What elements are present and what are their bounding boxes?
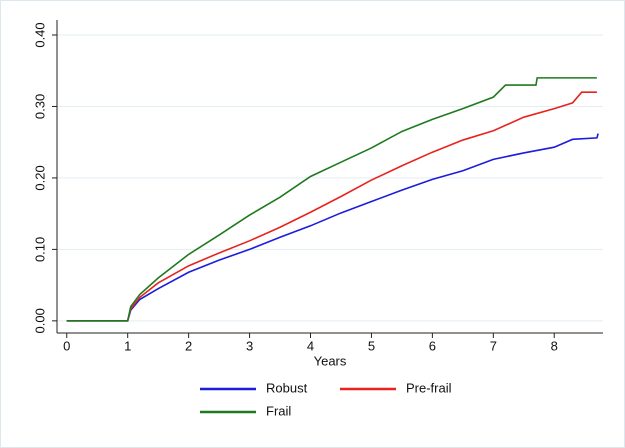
- x-tick-label: 8: [551, 338, 558, 353]
- x-tick-label: 5: [368, 338, 375, 353]
- x-tick-label: 1: [124, 338, 131, 353]
- legend-label: Frail: [266, 403, 291, 418]
- y-tick-label: 0.10: [32, 237, 47, 262]
- x-tick-label: 4: [307, 338, 314, 353]
- x-axis-label: Years: [314, 353, 347, 368]
- y-tick-label: 0.40: [32, 22, 47, 47]
- y-tick-label: 0.00: [32, 308, 47, 333]
- y-tick-label: 0.30: [32, 94, 47, 119]
- x-tick-label: 3: [246, 338, 253, 353]
- x-tick-label: 2: [185, 338, 192, 353]
- y-tick-label: 0.20: [32, 165, 47, 190]
- line-series: [66, 91, 597, 322]
- legend-label: Robust: [266, 380, 308, 395]
- x-tick-label: 0: [63, 338, 70, 353]
- line-series: [66, 77, 597, 322]
- x-tick-label: 6: [429, 338, 436, 353]
- legend-label: Pre-frail: [406, 380, 452, 395]
- line-series: [66, 133, 599, 322]
- plot-area: [57, 20, 603, 333]
- x-tick-label: 7: [490, 338, 497, 353]
